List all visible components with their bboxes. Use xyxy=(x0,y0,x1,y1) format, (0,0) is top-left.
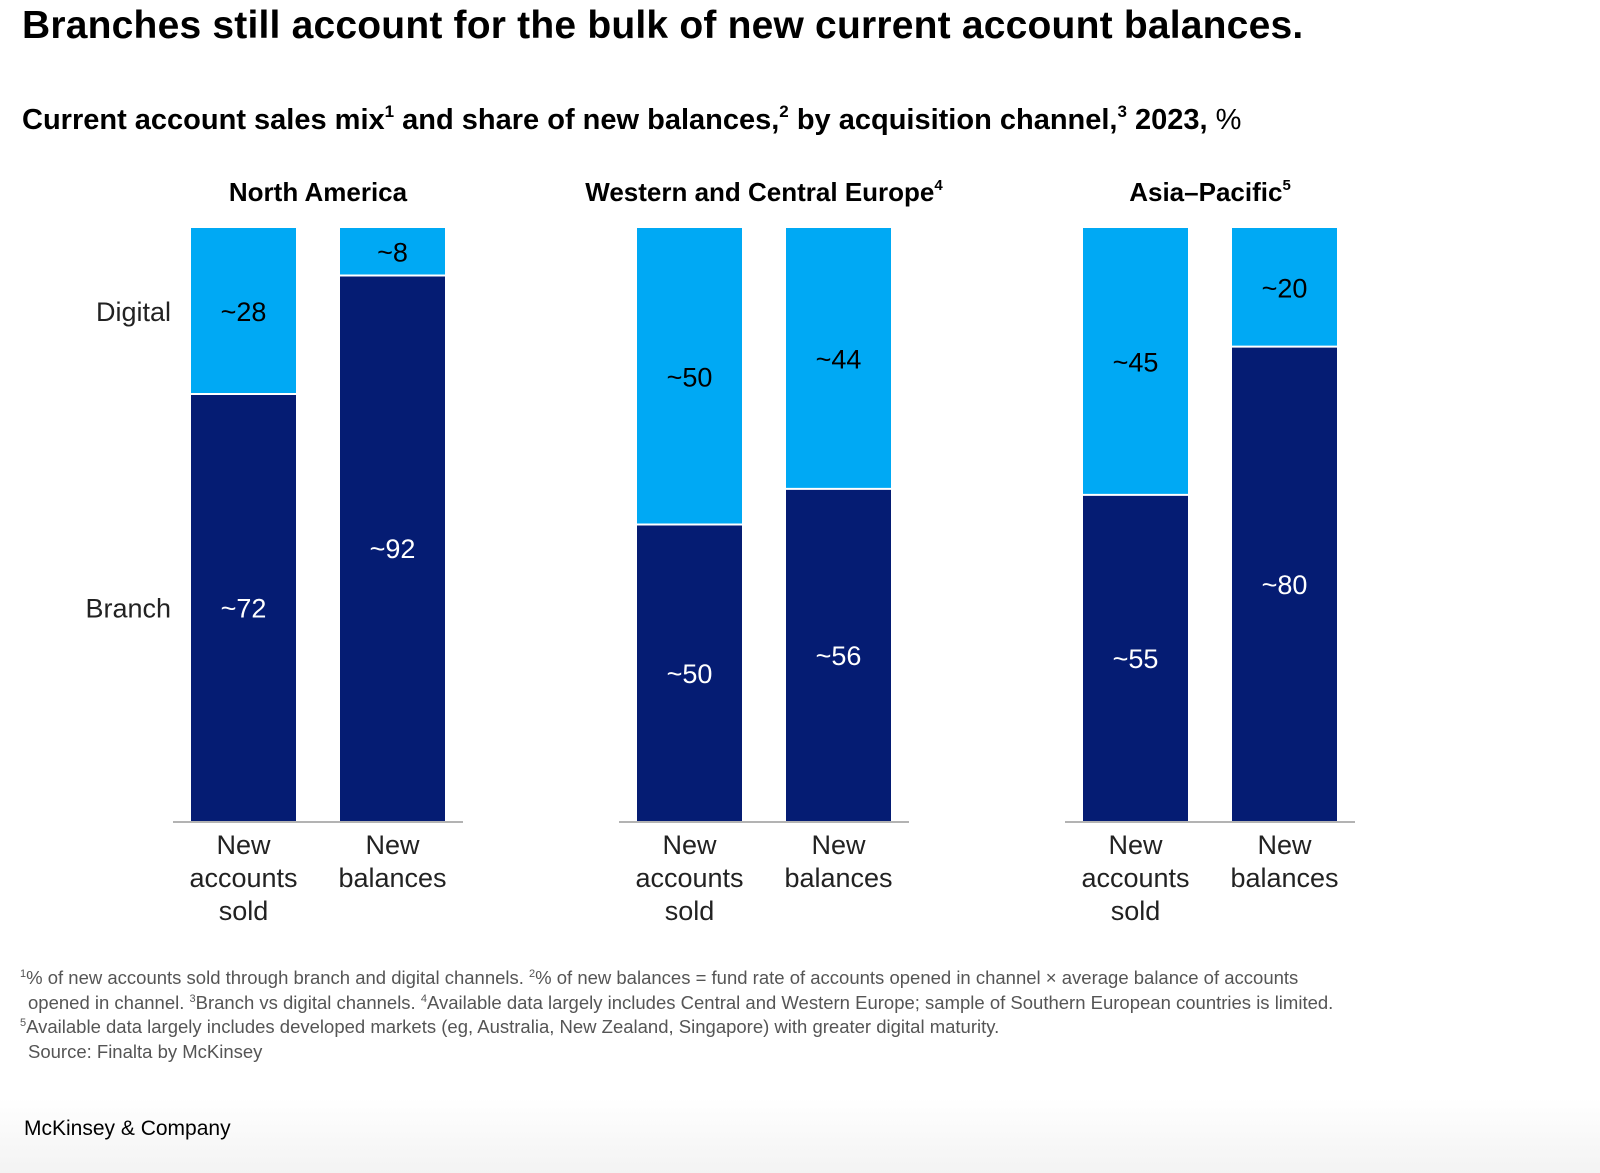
footnote-line: 5Available data largely includes develop… xyxy=(20,1015,1560,1040)
subtitle-text-3: by acquisition channel, xyxy=(788,104,1118,136)
footnote-text: % of new accounts sold through branch an… xyxy=(26,967,530,988)
footnote-text: % of new balances = fund rate of account… xyxy=(535,967,1299,988)
category-label-western-and-central-europe-new-accounts-sold: New accounts sold xyxy=(635,830,743,926)
panel-title-western-and-central-europe: Western and Central Europe4 xyxy=(585,177,943,207)
panel-title-sup: 5 xyxy=(1282,177,1290,194)
subtitle-text-2: and share of new balances, xyxy=(394,104,780,136)
panel-title-text: Asia–Pacific xyxy=(1129,177,1282,207)
category-label-asia-pacific-new-accounts-sold: New accounts sold xyxy=(1081,830,1189,926)
footer-band xyxy=(0,1098,1600,1173)
footnote-marker: 2 xyxy=(529,968,536,980)
footnote-text: Available data largely includes Central … xyxy=(426,991,1334,1013)
data-label-western-and-central-europe-new-balances-digital: ~44 xyxy=(816,344,862,374)
footnote-marker: 5 xyxy=(20,1017,27,1029)
category-label-line: New xyxy=(1108,830,1163,860)
footnote-line: Source: Finalta by McKinsey xyxy=(20,1040,1560,1065)
bar-north-america-new-balances-digital xyxy=(340,228,445,276)
bar-western-and-central-europe-new-balances-digital xyxy=(786,228,891,489)
category-label-line: accounts xyxy=(189,863,297,893)
category-label-western-and-central-europe-new-balances: New balances xyxy=(784,830,892,893)
data-label-western-and-central-europe-new-accounts-sold-branch: ~50 xyxy=(667,659,713,689)
footnote-text: opened in channel. xyxy=(28,991,190,1013)
panel-title-asia-pacific: Asia–Pacific5 xyxy=(1129,177,1291,207)
chart-headline: Branches still account for the bulk of n… xyxy=(22,4,1304,47)
series-label-branch: Branch xyxy=(85,594,171,624)
bar-asia-pacific-new-balances-digital xyxy=(1232,228,1337,347)
brand-name: McKinsey & Company xyxy=(24,1117,231,1140)
category-label-line: accounts xyxy=(1081,863,1189,893)
category-label-line: balances xyxy=(338,863,446,893)
footnote-marker: 4 xyxy=(420,992,427,1005)
data-label-north-america-new-balances-digital: ~8 xyxy=(377,238,408,268)
data-label-western-and-central-europe-new-balances-branch: ~56 xyxy=(816,641,862,671)
bar-asia-pacific-new-accounts-sold-digital xyxy=(1083,228,1188,495)
category-label-line: balances xyxy=(784,863,892,893)
subtitle-unit: % xyxy=(1207,104,1242,136)
data-label-north-america-new-balances-branch: ~92 xyxy=(370,534,416,564)
footnote-marker: 3 xyxy=(189,992,196,1005)
category-label-north-america-new-balances: New balances xyxy=(338,830,446,893)
bar-western-and-central-europe-new-balances-branch xyxy=(786,488,891,821)
category-label-line: New xyxy=(811,830,866,860)
subtitle-sup-2: 2 xyxy=(779,102,789,121)
category-label-asia-pacific-new-balances: New balances xyxy=(1230,830,1338,893)
chart-subtitle: Current account sales mix1 and share of … xyxy=(22,102,1242,137)
subtitle-text-1: Current account sales mix xyxy=(22,104,385,136)
category-label-line: New xyxy=(662,830,717,860)
data-label-north-america-new-accounts-sold-branch: ~72 xyxy=(221,594,267,624)
category-label-line: balances xyxy=(1230,863,1338,893)
footnote-text: Branch vs digital channels. xyxy=(195,991,421,1013)
panel-title-sup: 4 xyxy=(934,177,943,194)
data-label-asia-pacific-new-accounts-sold-branch: ~55 xyxy=(1113,644,1159,674)
footnotes: 1% of new accounts sold through branch a… xyxy=(20,966,1560,1064)
panel-title-text: Western and Central Europe xyxy=(585,177,934,207)
data-label-north-america-new-accounts-sold-digital: ~28 xyxy=(221,297,267,327)
bar-asia-pacific-new-accounts-sold-branch xyxy=(1083,494,1188,821)
bar-north-america-new-balances-branch xyxy=(340,275,445,821)
subtitle-text-4: 2023, xyxy=(1126,104,1208,136)
footnote-line: 1% of new accounts sold through branch a… xyxy=(20,966,1560,991)
bar-north-america-new-accounts-sold-digital xyxy=(191,228,296,395)
bar-western-and-central-europe-new-accounts-sold-digital xyxy=(637,228,742,525)
footnote-marker: 1 xyxy=(20,968,27,980)
category-label-line: sold xyxy=(665,896,715,926)
category-label-line: New xyxy=(216,830,271,860)
category-label-line: sold xyxy=(1111,896,1161,926)
bar-western-and-central-europe-new-accounts-sold-branch xyxy=(637,524,742,821)
subtitle-sup-3: 3 xyxy=(1117,102,1127,121)
data-label-asia-pacific-new-accounts-sold-digital: ~45 xyxy=(1113,347,1159,377)
data-label-asia-pacific-new-balances-digital: ~20 xyxy=(1262,273,1308,303)
footnote-text: Source: Finalta by McKinsey xyxy=(28,1040,263,1062)
footnote-text: Available data largely includes develope… xyxy=(26,1016,1000,1037)
footnote-line: opened in channel. 3Branch vs digital ch… xyxy=(20,991,1560,1016)
data-label-western-and-central-europe-new-accounts-sold-digital: ~50 xyxy=(667,362,713,392)
category-label-line: accounts xyxy=(635,863,743,893)
data-label-asia-pacific-new-balances-branch: ~80 xyxy=(1262,570,1308,600)
subtitle-sup-1: 1 xyxy=(384,102,395,121)
bar-north-america-new-accounts-sold-branch xyxy=(191,394,296,821)
bar-asia-pacific-new-balances-branch xyxy=(1232,346,1337,821)
category-label-line: sold xyxy=(219,896,269,926)
category-label-north-america-new-accounts-sold: New accounts sold xyxy=(189,830,297,926)
panel-title-text: North America xyxy=(229,177,408,207)
series-label-digital: Digital xyxy=(96,297,171,327)
panel-title-north-america: North America xyxy=(229,177,408,207)
category-label-line: New xyxy=(1257,830,1312,860)
category-label-line: New xyxy=(365,830,420,860)
